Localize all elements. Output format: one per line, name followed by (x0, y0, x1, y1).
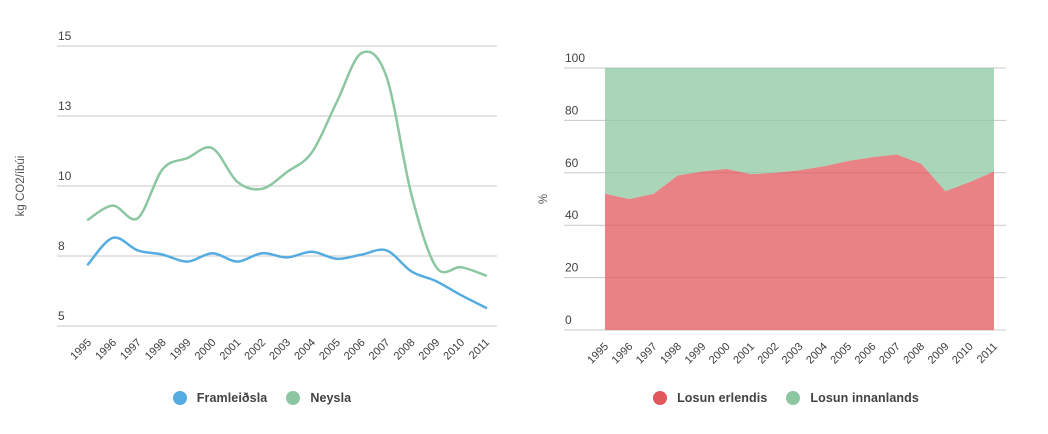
x-tick-label-1999: 1999 (168, 337, 194, 363)
x-tick-label-1998: 1998 (658, 341, 684, 367)
legend-item-losun-innanlands[interactable]: Losun innanlands (786, 391, 919, 405)
x-tick-label-2006: 2006 (342, 337, 368, 363)
y-tick-label-10: 10 (58, 169, 72, 183)
x-tick-label-2005: 2005 (828, 341, 854, 367)
x-tick-label-2004: 2004 (292, 337, 318, 363)
x-tick-label-2003: 2003 (780, 341, 806, 367)
x-tick-label-2000: 2000 (193, 337, 219, 363)
x-tick-label-2011: 2011 (467, 337, 492, 362)
series-losun-innanlands-area[interactable] (605, 68, 994, 199)
legend-item-framleidsla[interactable]: Framleiðsla (172, 391, 268, 405)
x-tick-label-2002: 2002 (756, 341, 782, 367)
x-tick-label-2009: 2009 (417, 337, 443, 363)
x-tick-label-2007: 2007 (877, 341, 903, 367)
y-tick-label-20: 20 (565, 261, 579, 275)
x-tick-label-2008: 2008 (392, 337, 418, 363)
y-axis-title: kg CO2/íbúi (15, 156, 27, 217)
losun-innanlands-legend-dot (786, 391, 801, 405)
x-tick-label-1997: 1997 (634, 341, 660, 367)
x-tick-label-2005: 2005 (317, 337, 343, 363)
x-tick-label-2007: 2007 (367, 337, 393, 363)
x-tick-label-1997: 1997 (118, 337, 144, 363)
x-tick-label-1999: 1999 (683, 341, 709, 367)
x-tick-label-1996: 1996 (610, 341, 636, 367)
x-tick-label-2009: 2009 (926, 341, 952, 367)
x-tick-label-2011: 2011 (975, 341, 1000, 366)
losun-innanlands-legend-label: Losun innanlands (810, 391, 919, 405)
y-tick-label-5: 5 (58, 309, 65, 323)
framleidsla-legend-label: Framleiðsla (196, 391, 268, 405)
series-losun-erlendis-area[interactable] (605, 154, 994, 331)
line-chart-legend: Framleiðsla Neysla (0, 391, 524, 405)
neysla-legend-label: Neysla (310, 391, 352, 405)
x-tick-label-1995: 1995 (585, 341, 611, 367)
series-neysla-line[interactable] (86, 50, 488, 277)
x-tick-label-2010: 2010 (441, 337, 467, 363)
framleidsla-legend-dot (172, 391, 187, 405)
x-tick-label-1998: 1998 (143, 337, 169, 363)
x-tick-label-1996: 1996 (93, 337, 119, 363)
co2-per-capita-line-chart-panel: 15 13 10 8 5 1995 1996 1997 1998 1999 2000 2001 2002… (0, 29, 524, 405)
x-tick-label-2006: 2006 (853, 341, 879, 367)
area-chart-legend: Losun erlendis Losun innanlands (524, 391, 1048, 405)
x-tick-label-2008: 2008 (901, 341, 927, 367)
y-tick-label-100: 100 (565, 51, 585, 65)
losun-erlendis-legend-label: Losun erlendis (677, 391, 768, 405)
x-tick-label-2010: 2010 (950, 341, 976, 367)
emission-share-area-chart: 100 80 60 40 20 0 1995199619971998199920002001… (538, 51, 1006, 367)
y-axis-title: % (538, 194, 550, 204)
x-tick-label-2001: 2001 (731, 341, 757, 367)
y-tick-label-60: 60 (565, 156, 579, 170)
y-tick-label-13: 13 (58, 99, 72, 113)
x-tick-label-2004: 2004 (804, 341, 830, 367)
emission-share-area-chart-panel: 100 80 60 40 20 0 1995 1996 1997 1998 1999 2000 2001… (524, 0, 1048, 434)
y-tick-label-0: 0 (565, 313, 572, 327)
x-tick-label-2003: 2003 (267, 337, 293, 363)
x-tick-label-2000: 2000 (707, 341, 733, 367)
x-tick-label-1995: 1995 (68, 337, 94, 363)
legend-item-losun-erlendis[interactable]: Losun erlendis (653, 391, 767, 405)
y-tick-label-15: 15 (58, 29, 72, 43)
series-framlei-sla-line[interactable] (86, 236, 488, 310)
y-tick-label-40: 40 (565, 208, 579, 222)
x-tick-label-2002: 2002 (242, 337, 268, 363)
neysla-legend-dot (286, 391, 301, 405)
legend-item-neysla[interactable]: Neysla (286, 391, 351, 405)
losun-erlendis-legend-dot (653, 391, 668, 405)
y-tick-label-80: 80 (565, 103, 579, 117)
y-tick-label-8: 8 (58, 239, 65, 253)
x-tick-label-2001: 2001 (218, 337, 244, 363)
